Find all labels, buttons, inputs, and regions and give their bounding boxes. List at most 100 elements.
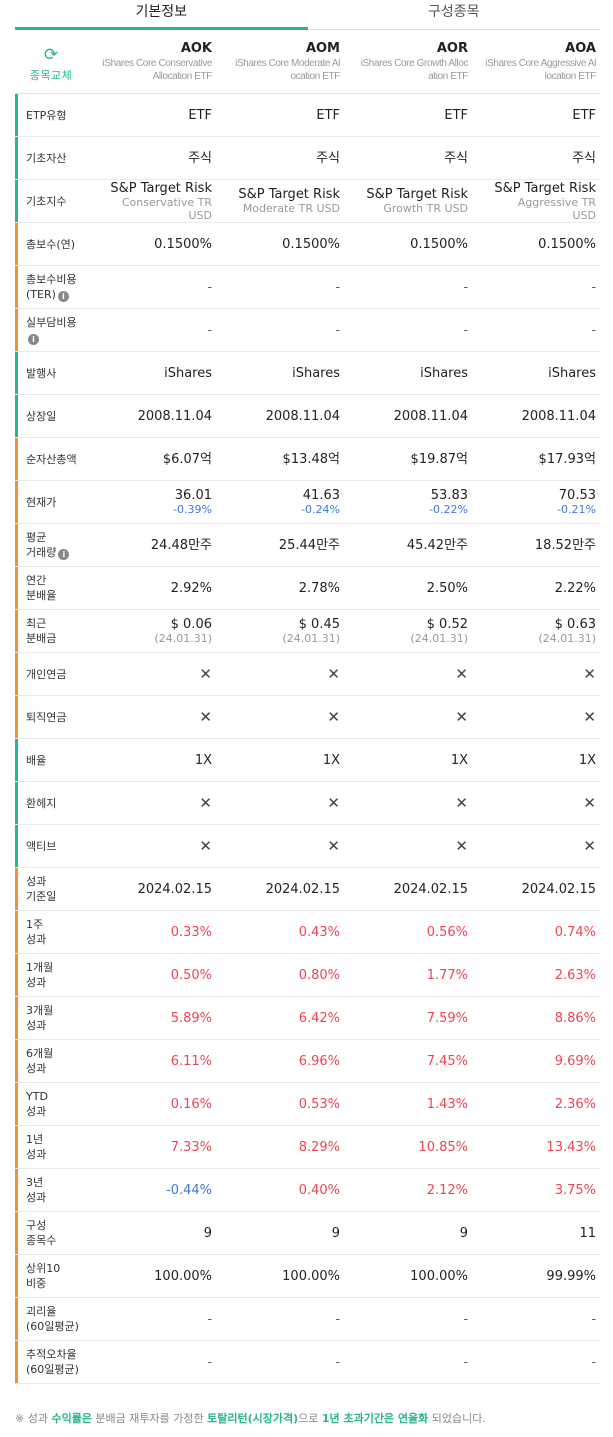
table-cell: 0.43% bbox=[220, 911, 340, 953]
table-cell: $ 0.45 (24.01.31) bbox=[220, 610, 340, 652]
info-icon[interactable]: i bbox=[57, 291, 69, 302]
row-label-text: 기초자산 bbox=[26, 151, 67, 165]
x-icon: ✕ bbox=[327, 836, 340, 855]
row-label: ETP유형 bbox=[15, 94, 87, 136]
row-label-text: 총보수비용 bbox=[26, 273, 77, 286]
table-cell: 9 bbox=[87, 1212, 212, 1254]
cell-value: 100.00% bbox=[282, 1268, 340, 1284]
table-cell: 9 bbox=[220, 1212, 340, 1254]
tab-holdings[interactable]: 구성종목 bbox=[307, 0, 600, 30]
table-cell: 36.01 -0.39% bbox=[87, 481, 212, 523]
swap-funds-button[interactable]: ⟳ 종목교체 bbox=[15, 30, 87, 93]
info-icon[interactable]: i bbox=[28, 334, 39, 345]
table-cell: ✕ bbox=[220, 782, 340, 824]
table-cell: 2024.02.15 bbox=[220, 868, 340, 910]
table-cell: 7.45% bbox=[348, 1040, 468, 1082]
row-label: 6개월 성과 bbox=[15, 1040, 87, 1082]
cell-value: iShares bbox=[292, 365, 340, 381]
performance-value: 8.29% bbox=[298, 1139, 340, 1155]
fund-name: iShares Core Moderate Al bbox=[235, 58, 340, 69]
row-label-text: 6개월 bbox=[26, 1047, 54, 1060]
cell-value: 1X bbox=[322, 752, 340, 768]
swap-label: 종목교체 bbox=[29, 69, 73, 82]
info-icon[interactable]: i bbox=[58, 549, 70, 560]
performance-value: 0.43% bbox=[298, 924, 340, 940]
table-cell: 24.48만주 bbox=[87, 524, 212, 566]
fund-column-header[interactable]: AOR iShares Core Growth Alloc ation ETF bbox=[348, 30, 468, 93]
table-cell: ETF bbox=[220, 94, 340, 136]
row-label: 최근 분배금 bbox=[15, 610, 87, 652]
table-cell: ETF bbox=[476, 94, 596, 136]
table-cell: 2008.11.04 bbox=[87, 395, 212, 437]
table-cell: 2.50% bbox=[348, 567, 468, 609]
cell-subvalue: Moderate TR USD bbox=[242, 202, 340, 215]
cell-subvalue: USD bbox=[188, 208, 212, 222]
row-label-text: 3년 bbox=[26, 1176, 44, 1189]
x-icon: ✕ bbox=[583, 707, 596, 726]
table-row: 상장일 2008.11.04 2008.11.04 2008.11.04 2008.11… bbox=[15, 395, 600, 438]
cell-value: 1X bbox=[450, 752, 468, 768]
cell-subvalue: Growth TR USD bbox=[383, 202, 468, 215]
footnote-keyword: 수익률은 bbox=[51, 1412, 92, 1425]
table-cell: 1X bbox=[476, 739, 596, 781]
cell-value: 24.48만주 bbox=[150, 537, 212, 553]
table-cell: 1X bbox=[87, 739, 212, 781]
table-cell: - bbox=[348, 1298, 468, 1340]
row-label: 발행사 bbox=[15, 352, 87, 394]
performance-value: 1.43% bbox=[426, 1096, 468, 1112]
row-label-text: 상위10 bbox=[26, 1262, 61, 1275]
row-label-text: (60일평균) bbox=[26, 1363, 79, 1376]
row-label-text: 비중 bbox=[26, 1277, 47, 1290]
cell-value: 99.99% bbox=[546, 1268, 596, 1284]
performance-value: 0.53% bbox=[298, 1096, 340, 1112]
cell-value: $ 0.06 bbox=[170, 617, 212, 632]
table-cell: 0.80% bbox=[220, 954, 340, 996]
row-label-text: 연간 bbox=[26, 574, 47, 587]
table-cell: 3.75% bbox=[476, 1169, 596, 1211]
performance-value: 0.33% bbox=[170, 924, 212, 940]
cell-value: - bbox=[207, 279, 212, 294]
table-cell: $ 0.06 (24.01.31) bbox=[87, 610, 212, 652]
row-label-text: 3개월 bbox=[26, 1004, 54, 1017]
table-cell: - bbox=[220, 1341, 340, 1383]
table-cell: 8.29% bbox=[220, 1126, 340, 1168]
table-cell: ✕ bbox=[87, 825, 212, 867]
table-row: 개인연금 ✕ ✕ ✕ ✕ bbox=[15, 653, 600, 696]
table-row: 기초자산 주식 주식 주식 주식 bbox=[15, 137, 600, 180]
table-cell: ✕ bbox=[348, 782, 468, 824]
performance-value: 0.16% bbox=[170, 1096, 212, 1112]
performance-value: 0.50% bbox=[170, 967, 212, 983]
row-label-text: 기초지수 bbox=[26, 194, 67, 208]
table-cell: 1X bbox=[220, 739, 340, 781]
table-cell: $19.87억 bbox=[348, 438, 468, 480]
cell-value: - bbox=[591, 279, 596, 294]
table-row: 추적오차율 (60일평균) - - - - bbox=[15, 1341, 600, 1384]
fund-column-header[interactable]: AOA iShares Core Aggressive Al location ET… bbox=[476, 30, 596, 93]
row-label-text: 개인연금 bbox=[26, 667, 67, 681]
table-cell: ✕ bbox=[348, 653, 468, 695]
fund-column-header[interactable]: AOM iShares Core Moderate Al ocation ETF bbox=[220, 30, 340, 93]
tab-basic-info[interactable]: 기본정보 bbox=[15, 0, 308, 30]
cell-value: 2.78% bbox=[298, 580, 340, 596]
cell-value: ETF bbox=[572, 107, 596, 123]
table-cell: ✕ bbox=[87, 696, 212, 738]
table-cell: 53.83 -0.22% bbox=[348, 481, 468, 523]
cell-value: ETF bbox=[444, 107, 468, 123]
cell-value: S&P Target Risk bbox=[366, 187, 468, 202]
table-row: 괴리율 (60일평균) - - - - bbox=[15, 1298, 600, 1341]
cell-value: - bbox=[463, 322, 468, 337]
table-cell: S&P Target Risk Aggressive TR USD bbox=[476, 180, 596, 222]
table-cell: 1.77% bbox=[348, 954, 468, 996]
fund-column-header[interactable]: AOK iShares Core Conservative Allocation E… bbox=[87, 30, 213, 93]
footnote-text: ※ 성과 bbox=[15, 1412, 52, 1425]
performance-value: 8.86% bbox=[554, 1010, 596, 1026]
cell-value: 36.01 bbox=[174, 488, 212, 503]
table-row: 3개월 성과 5.89% 6.42% 7.59% 8.86% bbox=[15, 997, 600, 1040]
table-cell: 2008.11.04 bbox=[220, 395, 340, 437]
cell-value: $19.87억 bbox=[410, 451, 468, 467]
cell-value: 9 bbox=[203, 1225, 212, 1241]
cell-value: - bbox=[207, 322, 212, 337]
row-label: 연간 분배율 bbox=[15, 567, 87, 609]
cell-value: S&P Target Risk bbox=[494, 180, 596, 196]
row-label: 총보수(연) bbox=[15, 223, 87, 265]
